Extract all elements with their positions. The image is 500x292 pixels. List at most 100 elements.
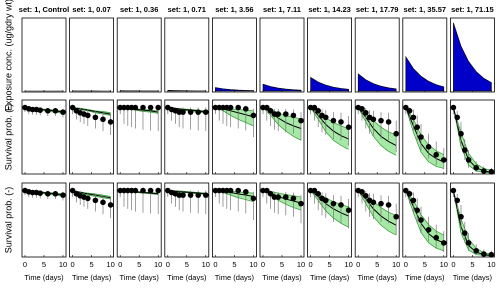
observation [338,202,344,208]
observation [418,134,424,140]
observation [330,117,337,124]
observation [414,207,421,213]
x-axis-label: Time (days) [120,273,160,282]
observation [481,168,487,174]
observation [473,247,480,254]
observation [60,192,66,198]
observation [92,114,99,121]
observation [100,116,106,123]
observation [250,195,257,202]
observation [275,111,282,117]
observation [92,197,99,204]
x-tick-label: 0 [261,260,265,269]
x-tick-label: 5 [280,260,284,269]
x-tick-label: 5 [328,260,332,269]
model-line [357,107,397,146]
x-tick-label: 0 [166,260,170,269]
panel-title: set: 1, 14.23 [308,5,351,14]
observation [195,109,201,115]
observation [338,119,344,125]
observation [180,192,186,198]
observation [363,109,369,116]
x-tick-label: 5 [185,260,189,269]
x-axis-label: Time (days) [262,273,302,282]
observation [37,107,43,113]
band-lower-line [357,107,397,156]
band-lower-line [310,190,349,228]
x-tick-label: 10 [344,260,352,269]
observation [264,104,270,111]
observation [370,116,377,123]
observation [378,200,384,207]
panel-title: set: 1, Control [19,5,69,14]
observation [403,104,409,111]
panel-frame [116,182,162,258]
observation [311,187,318,194]
y-axis-label: Survival prob. (-) [3,187,13,254]
observation [385,119,392,125]
x-axis-label: Time (days) [167,273,207,282]
observation [298,200,304,207]
observation [267,108,274,114]
observation [465,157,472,163]
x-tick-label: 10 [202,260,210,269]
panel-frame [116,17,162,93]
observation [250,112,257,119]
x-tick-label: 5 [42,260,46,269]
observation [462,230,468,236]
observation [107,119,114,125]
observation [107,202,114,208]
x-axis-label: Time (days) [72,273,112,282]
observation [132,104,139,111]
model-line [72,107,111,115]
panel-title: set: 1, 17.79 [356,5,399,14]
observation [393,130,400,137]
x-tick-label: 0 [309,260,313,269]
observation [465,240,472,246]
y-axis-label: Survival prob. (-) [3,104,13,171]
band-lower-line [405,190,444,252]
observation [359,189,365,195]
model-line [72,190,111,199]
observation [418,217,424,223]
panel-frame [21,17,67,93]
x-tick-label: 10 [154,260,162,269]
observation [45,108,51,114]
band-lower-line [72,107,111,116]
x-tick-label: 0 [118,260,122,269]
x-tick-label: 0 [451,260,455,269]
observation [264,187,270,194]
observation [100,199,106,206]
observation [235,104,241,111]
observation [243,106,249,112]
panel-frame [164,182,210,258]
observation [69,187,76,194]
observation [52,108,59,114]
observation [378,117,384,124]
x-axis-label: Time (days) [453,273,493,282]
panel-frame [259,17,305,93]
observation [311,104,318,111]
x-axis-label: Time (days) [215,273,255,282]
panel-title: set: 1, 7.11 [263,5,301,14]
x-tick-label: 5 [232,260,236,269]
exposure-area [453,22,492,92]
x-tick-label: 0 [71,260,75,269]
panel-title: set: 1, 0.71 [168,5,206,14]
band-upper-line [72,190,111,197]
x-tick-label: 5 [137,260,141,269]
observation [243,189,249,195]
x-tick-label: 10 [487,260,495,269]
x-axis-label: Time (days) [358,273,398,282]
band-lower-line [215,107,254,127]
x-tick-label: 10 [440,260,448,269]
observation [69,104,76,111]
band-lower-line [405,107,444,169]
band-upper-line [72,107,111,114]
observation [180,109,186,115]
observation [132,187,139,194]
observation [345,124,352,130]
band-lower-line [357,190,397,236]
observation [155,104,161,111]
